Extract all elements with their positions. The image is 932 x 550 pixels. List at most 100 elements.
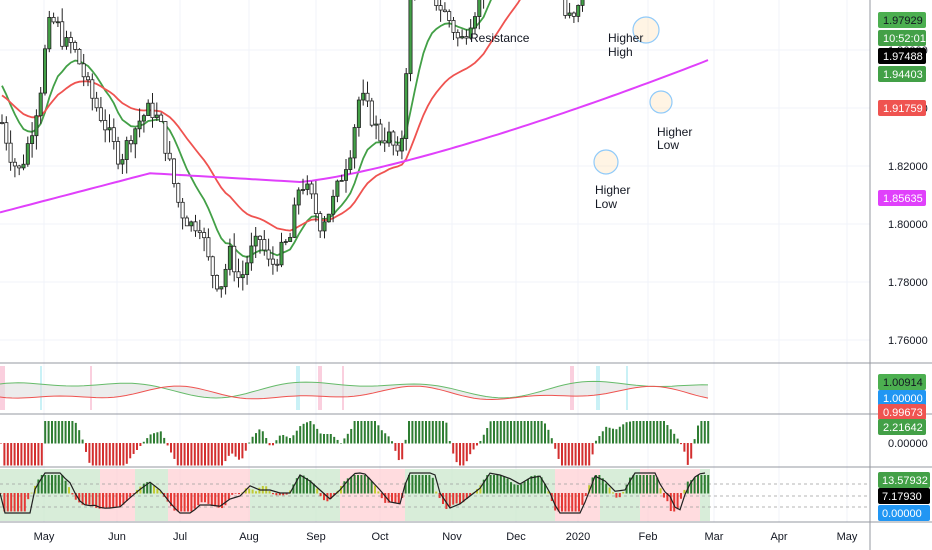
oscillator-bar xyxy=(435,491,438,494)
oscillator-bar xyxy=(170,493,172,507)
price-badge-label: 10:52:01 xyxy=(883,33,926,45)
oscillator-bar xyxy=(564,493,567,512)
histogram-bar xyxy=(200,443,203,466)
candle-body xyxy=(468,27,473,39)
oscillator-bar xyxy=(295,478,298,494)
month-label: Oct xyxy=(371,531,388,543)
histogram-bar xyxy=(418,421,421,444)
oscillator-bar xyxy=(428,475,431,494)
candle-body xyxy=(571,12,576,17)
grid-lines xyxy=(0,0,870,522)
histogram-bar xyxy=(23,443,26,466)
month-label: Jul xyxy=(173,531,187,543)
band-upper-line xyxy=(0,380,709,399)
oscillator-bar xyxy=(234,493,237,494)
histogram-bar xyxy=(384,433,387,444)
oscillator-bar xyxy=(54,475,57,494)
histogram-bar xyxy=(408,421,410,444)
histogram-bar xyxy=(0,443,2,444)
histogram-bar xyxy=(210,443,213,466)
histogram-bar xyxy=(486,428,489,444)
candle-body xyxy=(318,213,323,232)
oscillator-bar xyxy=(707,475,710,494)
candle-body xyxy=(399,138,404,152)
oscillator-bar xyxy=(258,487,261,494)
histogram-bar xyxy=(61,421,64,444)
candle-body xyxy=(326,213,331,223)
oscillator-bar xyxy=(200,493,203,503)
histogram-bar xyxy=(183,443,186,466)
oscillator-bar xyxy=(183,493,186,512)
histogram-bar xyxy=(265,437,268,444)
histogram-bar xyxy=(343,438,346,444)
oscillator-bar xyxy=(71,493,74,495)
oscillator-bar xyxy=(122,493,125,505)
indicator-badge xyxy=(878,374,926,390)
histogram-bar xyxy=(37,443,40,466)
candle-body xyxy=(382,140,387,144)
histogram-bar xyxy=(258,429,261,444)
histogram-bar xyxy=(414,421,417,444)
candle-body xyxy=(171,158,176,184)
oscillator-bar xyxy=(238,493,240,495)
oscillator-bar xyxy=(112,493,115,508)
histogram-bar xyxy=(425,421,427,444)
oscillator-bar xyxy=(567,493,570,512)
time-axis[interactable]: May Jun Jul Aug Sep Oct Nov Dec 2020 Feb Mar Apr May xyxy=(34,531,858,543)
candle-body xyxy=(447,11,452,21)
histogram-bar xyxy=(363,421,366,444)
candle-body xyxy=(150,102,155,119)
histogram-bar xyxy=(697,425,699,444)
histogram-bar xyxy=(285,436,288,444)
candle-body xyxy=(300,189,305,191)
oscillator-bar xyxy=(91,493,94,507)
histogram-bar xyxy=(533,421,536,444)
indicator-panel-histogram[interactable]: 2.21642 0.00000 xyxy=(0,419,928,466)
oscillator-bar xyxy=(629,477,631,494)
candle-body xyxy=(137,120,142,130)
histogram-bar xyxy=(387,436,390,444)
histogram-bar xyxy=(527,421,529,444)
histogram-bar xyxy=(193,443,196,466)
month-label: Dec xyxy=(506,531,526,543)
main-panel[interactable] xyxy=(0,0,870,362)
month-label: Apr xyxy=(770,531,787,543)
oscillator-bar xyxy=(88,493,91,505)
oscillator-bar xyxy=(581,493,584,505)
histogram-bar xyxy=(217,443,220,466)
oscillator-bar xyxy=(527,478,529,494)
annotation-higher-high: Higher High xyxy=(608,16,660,59)
histogram-bar xyxy=(3,443,6,466)
oscillator-bar xyxy=(57,475,60,494)
oscillator-bar xyxy=(578,493,580,512)
oscillator-bar xyxy=(510,482,512,494)
oscillator-bar xyxy=(193,493,196,509)
oscillator-bar xyxy=(448,493,451,507)
histogram-bar xyxy=(374,421,376,444)
histogram-bar xyxy=(367,421,370,444)
oscillator-bar xyxy=(207,493,210,504)
candle-body xyxy=(30,135,35,145)
price-badge xyxy=(878,12,926,28)
histogram-bar xyxy=(248,442,251,444)
indicator-panel-oscillator[interactable]: 13.57932 7.17930 0.00000 xyxy=(0,469,930,521)
indicator-badge-label: 1.00000 xyxy=(883,393,923,405)
candle-body xyxy=(206,237,211,258)
candle-body xyxy=(34,115,39,137)
histogram-bar xyxy=(10,443,13,466)
histogram-bar xyxy=(146,438,149,444)
indicator-panel-bands[interactable]: 1.00914 1.00000 0.99673 xyxy=(0,366,926,420)
price-badge xyxy=(878,30,926,46)
oscillator-bar xyxy=(544,483,546,494)
histogram-bar xyxy=(292,435,295,444)
candle-body xyxy=(133,128,138,145)
candle-body xyxy=(283,241,288,243)
candle-body xyxy=(460,36,465,39)
oscillator-bar xyxy=(499,475,502,494)
oscillator-bar xyxy=(370,481,373,494)
histogram-bar xyxy=(102,443,104,466)
candle-body xyxy=(434,0,439,6)
histogram-bar xyxy=(238,443,240,460)
oscillator-bar xyxy=(465,493,468,500)
